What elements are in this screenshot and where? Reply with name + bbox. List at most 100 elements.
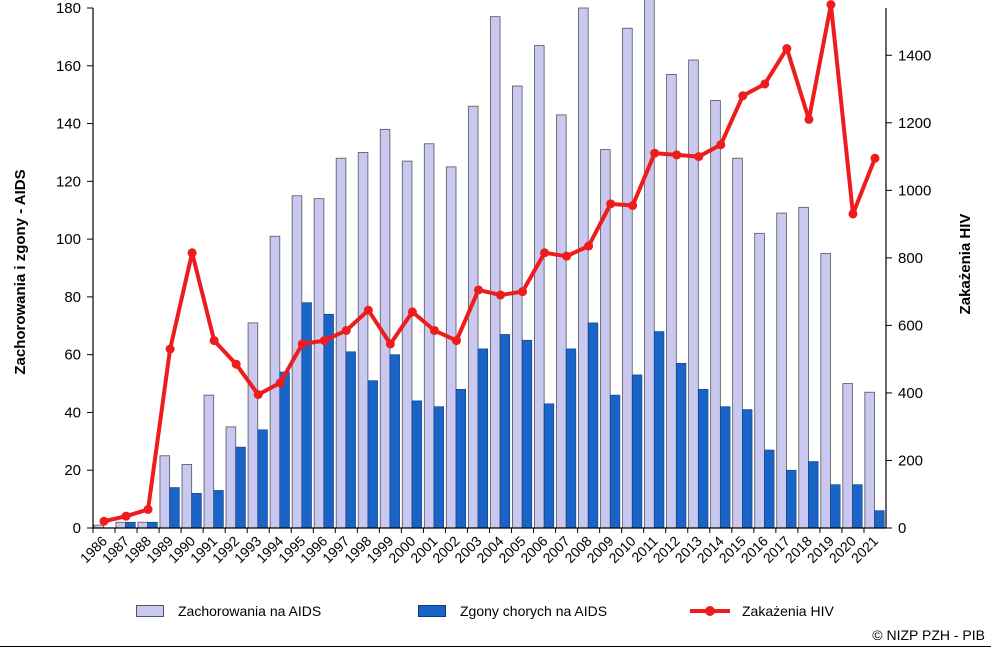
y2-tick-label-200: 200 bbox=[898, 452, 923, 469]
y-tick-label-100: 100 bbox=[56, 231, 81, 248]
hiv-point-2008 bbox=[584, 241, 594, 251]
bar-aids-deaths-2012 bbox=[675, 363, 687, 529]
bar-aids-deaths-1997 bbox=[345, 351, 356, 529]
hiv-point-1991 bbox=[209, 336, 219, 346]
y-tick-label-80: 80 bbox=[64, 289, 81, 306]
hiv-point-1988 bbox=[143, 504, 153, 514]
bar-aids-cases-2011 bbox=[644, 0, 655, 529]
hiv-point-2000 bbox=[407, 307, 417, 317]
y-tick-label-180: 180 bbox=[56, 0, 81, 17]
y-axis-label: Zachorowania i zgony - AIDS bbox=[12, 169, 29, 374]
hiv-point-1997 bbox=[341, 325, 351, 335]
bar-aids-deaths-1989 bbox=[169, 487, 180, 529]
bar-aids-cases-2020 bbox=[842, 383, 853, 529]
bar-aids-deaths-2001 bbox=[433, 406, 444, 529]
bar-aids-deaths-2007 bbox=[565, 348, 577, 529]
y2-tick-label-1000: 1000 bbox=[898, 182, 931, 199]
bar-aids-cases-2004 bbox=[489, 16, 501, 529]
bar-aids-cases-2018 bbox=[798, 206, 809, 529]
bar-aids-deaths-2003 bbox=[477, 348, 489, 529]
y-tick-label-0: 0 bbox=[73, 520, 81, 537]
hiv-point-1999 bbox=[385, 339, 395, 349]
bar-aids-cases-2014 bbox=[710, 100, 721, 529]
bar-aids-deaths-2002 bbox=[455, 389, 467, 529]
bar-aids-deaths-1998 bbox=[367, 380, 378, 529]
bar-aids-cases-1989 bbox=[159, 455, 171, 529]
bar-aids-cases-1990 bbox=[181, 464, 193, 529]
bar-aids-cases-2005 bbox=[512, 85, 523, 529]
bar-aids-deaths-2000 bbox=[411, 400, 422, 529]
bar-aids-deaths-1995 bbox=[301, 302, 312, 529]
bar-aids-cases-1997 bbox=[335, 157, 347, 529]
bottom-divider bbox=[0, 646, 991, 647]
bar-aids-deaths-2009 bbox=[609, 394, 621, 529]
bar-aids-deaths-1993 bbox=[257, 429, 268, 529]
hiv-point-1987 bbox=[121, 511, 131, 521]
bar-aids-deaths-1987 bbox=[125, 521, 136, 529]
hiv-infections-series bbox=[99, 0, 880, 526]
hiv-point-2005 bbox=[518, 287, 528, 297]
hiv-point-1986 bbox=[99, 516, 109, 526]
hiv-point-2015 bbox=[738, 91, 748, 101]
y-tick-label-140: 140 bbox=[56, 116, 81, 133]
bar-aids-deaths-2019 bbox=[830, 484, 841, 529]
bar-aids-deaths-1994 bbox=[279, 371, 290, 529]
bar-aids-deaths-2010 bbox=[631, 374, 643, 529]
bar-aids-deaths-2021 bbox=[874, 510, 885, 529]
hiv-point-2002 bbox=[451, 336, 461, 346]
hiv-point-2018 bbox=[804, 114, 814, 124]
legend-label-hiv: Zakażenia HIV bbox=[742, 603, 834, 619]
bar-aids-deaths-2018 bbox=[808, 461, 819, 529]
y-tick-label-20: 20 bbox=[64, 462, 81, 479]
bar-aids-cases-2016 bbox=[754, 232, 765, 529]
y2-tick-label-600: 600 bbox=[898, 317, 923, 334]
bar-aids-cases-2017 bbox=[776, 212, 787, 529]
aids-cases-series bbox=[93, 0, 875, 529]
bar-aids-cases-2001 bbox=[423, 143, 435, 529]
bar-aids-cases-2013 bbox=[688, 59, 699, 529]
y-tick-label-40: 40 bbox=[64, 404, 81, 421]
bar-aids-cases-2010 bbox=[622, 27, 633, 529]
bar-aids-cases-2019 bbox=[820, 253, 831, 529]
bar-aids-cases-1991 bbox=[203, 394, 215, 529]
bar-aids-cases-1992 bbox=[225, 426, 237, 529]
bar-aids-deaths-2016 bbox=[764, 449, 775, 529]
aids-deaths-series bbox=[125, 302, 885, 529]
bar-aids-deaths-1999 bbox=[389, 354, 400, 529]
hiv-point-2010 bbox=[628, 201, 638, 211]
bar-aids-cases-1993 bbox=[247, 322, 259, 529]
bar-aids-deaths-2008 bbox=[587, 322, 599, 529]
hiv-point-2017 bbox=[782, 44, 792, 54]
hiv-point-2014 bbox=[716, 140, 726, 150]
bar-aids-cases-1996 bbox=[313, 198, 325, 529]
bar-aids-cases-2008 bbox=[578, 7, 589, 529]
bar-aids-deaths-1991 bbox=[213, 490, 224, 529]
hiv-point-1993 bbox=[253, 390, 263, 400]
x-tick-label-2021: 2021 bbox=[848, 533, 881, 566]
y-tick-label-60: 60 bbox=[64, 347, 81, 364]
hiv-point-2007 bbox=[562, 251, 572, 261]
y2-tick-label-1200: 1200 bbox=[898, 115, 931, 132]
hiv-point-1992 bbox=[231, 359, 241, 369]
bar-aids-deaths-2004 bbox=[499, 334, 511, 529]
hiv-point-2019 bbox=[826, 0, 836, 10]
legend-item-aids-cases: Zachorowania na AIDS bbox=[136, 603, 321, 619]
bar-aids-cases-2021 bbox=[864, 391, 875, 529]
legend-item-aids-deaths: Zgony chorych na AIDS bbox=[418, 603, 607, 619]
x-tick-labels: 1986198719881989199019911992199319941995… bbox=[77, 533, 881, 566]
y2-tick-label-800: 800 bbox=[898, 250, 923, 267]
bar-aids-cases-1987 bbox=[115, 521, 127, 529]
hiv-point-2013 bbox=[694, 152, 704, 162]
bar-aids-deaths-2013 bbox=[698, 389, 709, 529]
bar-aids-deaths-1990 bbox=[191, 493, 202, 529]
hiv-point-2004 bbox=[496, 290, 506, 300]
bar-aids-deaths-2015 bbox=[742, 409, 753, 529]
bar-aids-cases-2000 bbox=[401, 160, 413, 529]
bar-aids-cases-2003 bbox=[467, 105, 479, 529]
copyright-text: © NIZP PZH - PIB bbox=[872, 627, 985, 643]
hiv-point-1995 bbox=[297, 339, 307, 349]
bar-aids-deaths-2006 bbox=[543, 403, 555, 529]
bar-aids-cases-2007 bbox=[556, 114, 567, 529]
hiv-point-2012 bbox=[672, 150, 682, 160]
y2-tick-label-0: 0 bbox=[898, 520, 906, 537]
